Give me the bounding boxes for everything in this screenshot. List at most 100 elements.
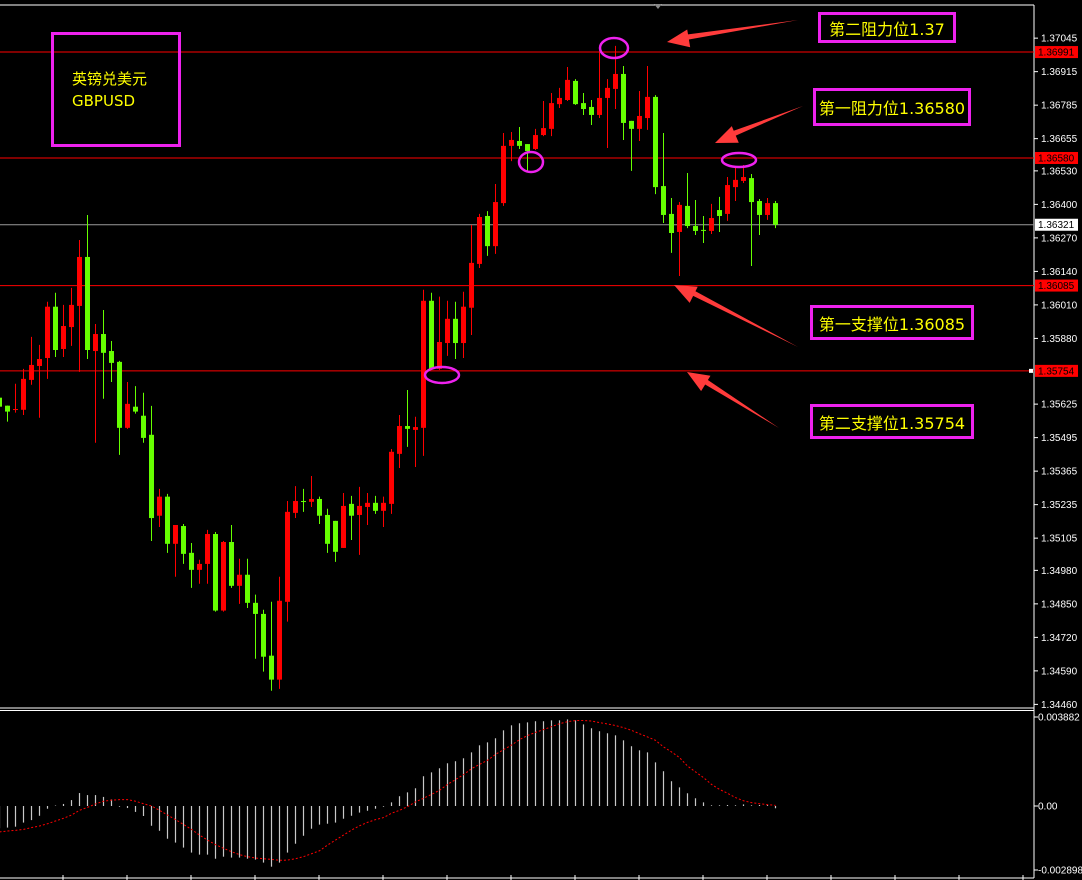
candle — [605, 79, 610, 148]
candle-body — [269, 655, 274, 680]
candle-body — [149, 434, 154, 519]
candle — [213, 531, 218, 612]
annotation-text: 第二支撑位1.35754 — [818, 413, 966, 433]
candle-body — [85, 256, 90, 350]
macd-signal-line — [0, 720, 776, 861]
candle — [485, 211, 490, 256]
candle-body — [605, 87, 610, 98]
candle — [357, 486, 362, 555]
candle — [261, 609, 266, 672]
candle-body — [733, 179, 738, 188]
level-price-badge — [1035, 364, 1078, 377]
price-tick-label: 1.35495 — [1041, 433, 1078, 444]
candle — [477, 213, 482, 269]
candle — [101, 310, 106, 399]
arrow-icon — [687, 372, 779, 428]
candle-body — [661, 186, 666, 215]
candle — [221, 540, 226, 612]
candle — [613, 45, 618, 110]
current-price-badge — [1035, 218, 1078, 231]
candle-body — [677, 204, 682, 232]
candle — [93, 323, 98, 443]
candle-body — [293, 501, 298, 513]
candle — [405, 389, 410, 447]
candle-body — [261, 613, 266, 657]
candle — [445, 300, 450, 356]
candle — [37, 344, 42, 418]
candle-body — [0, 397, 2, 407]
price-tick-label: 1.36915 — [1041, 67, 1078, 78]
candle-body — [541, 128, 546, 136]
candle-body — [613, 73, 618, 89]
annotation-text: 第一阻力位1.36580 — [818, 99, 966, 118]
candle-body — [413, 427, 418, 430]
shift-marker-icon[interactable] — [654, 4, 662, 9]
candle-body — [157, 496, 162, 516]
price-tick-label: 1.34850 — [1041, 599, 1078, 610]
candle — [173, 525, 178, 577]
candle-body — [397, 426, 402, 454]
candle — [373, 495, 378, 514]
candle — [693, 200, 698, 236]
candle — [749, 173, 754, 266]
candle — [333, 520, 338, 562]
candle-body — [333, 520, 338, 552]
candle — [573, 79, 578, 105]
candle-body — [221, 542, 226, 611]
price-tick-label: 1.35105 — [1041, 534, 1078, 545]
candle-body — [717, 210, 722, 216]
arrow-icon — [674, 285, 798, 347]
candle — [189, 543, 194, 588]
candle — [733, 168, 738, 202]
candle-body — [669, 213, 674, 233]
candle-body — [621, 73, 626, 123]
annotation-arrows — [667, 20, 803, 428]
candle — [69, 287, 74, 346]
time-axis-ticks — [62, 875, 1024, 880]
candle-body — [773, 203, 778, 225]
candle-body — [53, 306, 58, 350]
candle-body — [45, 306, 50, 358]
candle-body — [453, 318, 458, 344]
candle-body — [165, 496, 170, 544]
candle — [653, 95, 658, 195]
candle-body — [765, 203, 770, 215]
candle — [397, 414, 402, 469]
candle — [141, 392, 146, 443]
candle-body — [405, 426, 410, 429]
candle — [61, 304, 66, 357]
candle-body — [237, 574, 242, 586]
annotation-resistance-2: 第二阻力位1.37 — [818, 12, 956, 43]
candle-body — [21, 378, 26, 410]
candle — [317, 496, 322, 524]
candle — [597, 52, 602, 119]
candle — [765, 197, 770, 220]
candle — [109, 340, 114, 382]
annotation-support-1: 第一支撑位1.36085 — [810, 305, 974, 340]
candle-body — [469, 262, 474, 308]
price-tick-label: 1.36530 — [1041, 166, 1078, 177]
candle — [381, 496, 386, 528]
level-price-label: 1.36085 — [1038, 281, 1075, 292]
candle-body — [133, 406, 138, 412]
candle-body — [525, 144, 530, 152]
candle-body — [653, 96, 658, 188]
level-price-label: 1.35754 — [1038, 366, 1075, 377]
candle-body — [709, 218, 714, 231]
candle-body — [485, 215, 490, 247]
candle — [541, 101, 546, 137]
candle — [437, 296, 442, 370]
highlight-ellipse-resistance — [720, 151, 758, 169]
candle-body — [277, 600, 282, 680]
candle-body — [461, 306, 466, 344]
candle-body — [429, 300, 434, 369]
candle-body — [549, 103, 554, 129]
candle-body — [685, 205, 690, 227]
candle-body — [477, 217, 482, 264]
candle — [549, 93, 554, 137]
candle — [773, 201, 778, 229]
candle — [157, 488, 162, 528]
candle — [645, 65, 650, 130]
arrow-icon — [667, 20, 798, 48]
